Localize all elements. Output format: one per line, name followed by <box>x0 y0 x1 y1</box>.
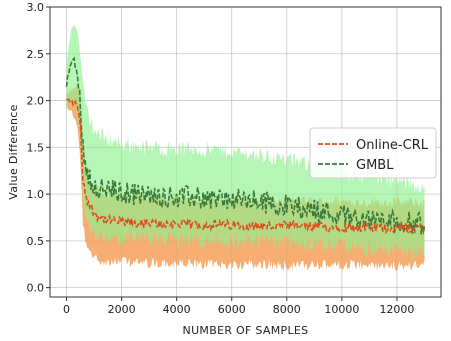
x-tick-label-5: 10000 <box>324 303 359 316</box>
x-tick-label-6: 12000 <box>379 303 414 316</box>
legend: Online-CRL GMBL <box>310 128 436 178</box>
legend-label-0: Online-CRL <box>356 138 429 153</box>
x-tick-label-1: 2000 <box>108 303 136 316</box>
y-tick-label-5: 2.5 <box>27 48 45 61</box>
y-axis-label: Value Difference <box>7 104 20 199</box>
x-tick-label-3: 6000 <box>218 303 246 316</box>
x-axis-label: NUMBER OF SAMPLES <box>183 324 309 337</box>
y-tick-label-2: 1.0 <box>27 188 45 201</box>
y-tick-label-0: 0.0 <box>27 282 45 295</box>
x-axis-ticks: 0 2000 4000 6000 8000 10000 12000 <box>63 297 414 316</box>
y-axis-ticks: 0.0 0.5 1.0 1.5 2.0 2.5 3.0 <box>27 1 51 295</box>
y-tick-label-3: 1.5 <box>27 141 45 154</box>
y-tick-label-4: 2.0 <box>27 95 45 108</box>
y-tick-label-6: 3.0 <box>27 1 45 14</box>
x-tick-label-0: 0 <box>63 303 70 316</box>
x-tick-label-4: 8000 <box>273 303 301 316</box>
y-tick-label-1: 0.5 <box>27 235 45 248</box>
legend-label-1: GMBL <box>356 158 394 173</box>
x-tick-label-2: 4000 <box>163 303 191 316</box>
